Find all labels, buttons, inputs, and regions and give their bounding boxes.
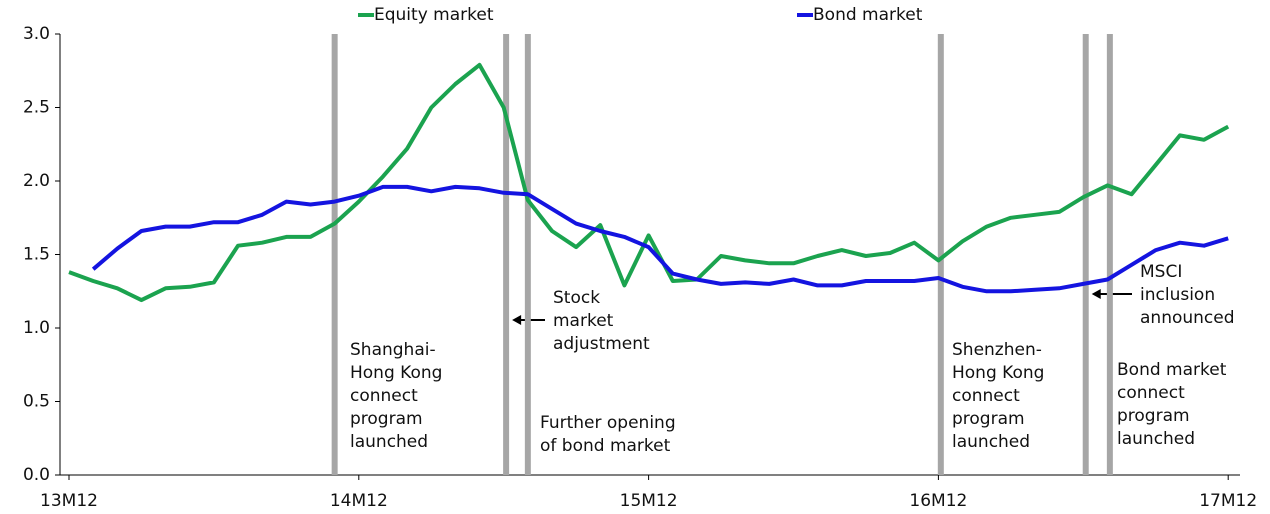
event-label: launched [1117,429,1195,449]
arrow-head [512,315,522,325]
y-tick-label: 1.5 [23,245,50,265]
event-label: program [350,409,423,429]
event-label: Bond market [1117,360,1227,380]
event-label: Stock [553,288,600,308]
event-label: announced [1140,308,1235,328]
y-tick-label: 0.5 [23,392,50,412]
event-label: connect [952,386,1020,406]
series-line [68,62,1230,303]
legend-label: Equity market [374,5,494,25]
event-label: program [952,409,1025,429]
event-label: adjustment [553,334,650,354]
event-label: connect [350,386,418,406]
x-tick-label: 15M12 [620,491,678,511]
event-label: launched [952,432,1030,452]
event-label: connect [1117,383,1185,403]
event-label: MSCI [1140,262,1182,282]
legend-label: Bond market [813,5,923,25]
event-label: Shanghai- [350,340,436,360]
y-tick-label: 2.5 [23,98,50,118]
event-label: Further opening [540,413,676,433]
y-tick-label: 0.0 [23,465,50,485]
event-label: launched [350,432,428,452]
y-tick-label: 1.0 [23,318,50,338]
event-label: Shenzhen- [952,340,1042,360]
x-tick-label: 14M12 [330,491,388,511]
x-tick-label: 13M12 [40,491,98,511]
event-label: market [553,311,614,331]
x-tick-label: 17M12 [1199,491,1257,511]
event-label: program [1117,406,1190,426]
arrow-head [1091,289,1101,299]
event-label: Hong Kong [350,363,442,383]
event-label: Hong Kong [952,363,1044,383]
series-line [91,184,1229,294]
event-label: of bond market [540,436,671,456]
y-tick-label: 2.0 [23,171,50,191]
y-tick-label: 3.0 [23,24,50,44]
x-tick-label: 16M12 [909,491,967,511]
event-label: inclusion [1140,285,1215,305]
